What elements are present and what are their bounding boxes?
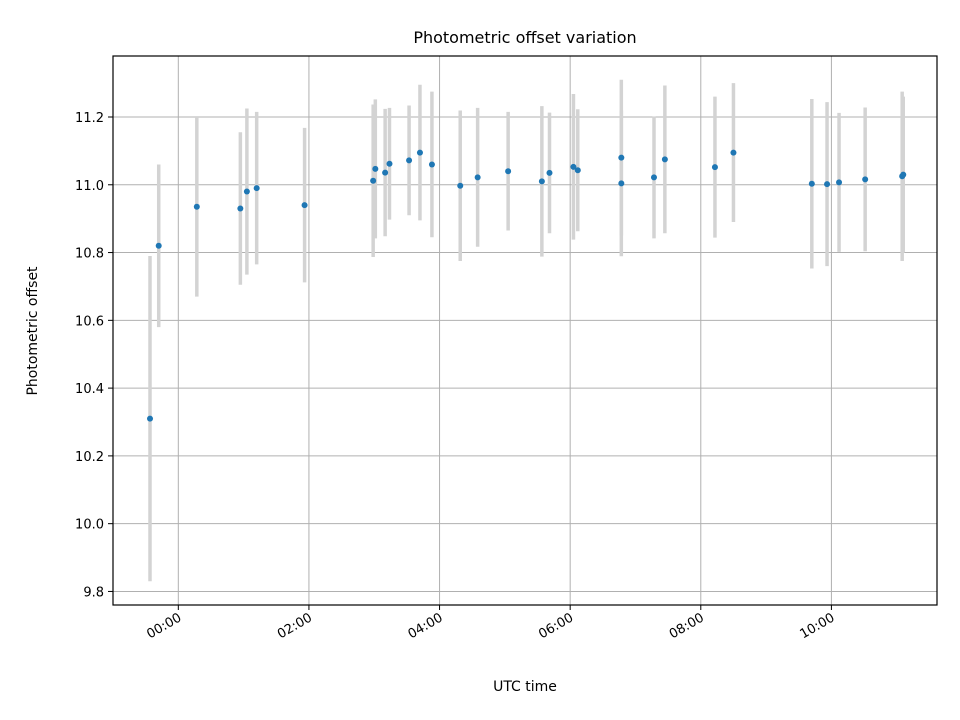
x-axis-label: UTC time	[493, 679, 557, 695]
y-axis-ticks: 9.8 10.0 10.2 10.4 10.6 10.8 11.0 11.2	[75, 111, 113, 600]
data-point	[386, 160, 393, 167]
data-points	[147, 149, 907, 422]
data-point	[416, 149, 423, 156]
plot-frame	[112, 55, 938, 606]
y-axis-label: Photometric offset	[25, 266, 41, 396]
x-tick-label: 06:00	[536, 610, 576, 642]
data-point	[505, 168, 512, 175]
data-point	[243, 188, 250, 195]
y-tick-label: 11.0	[75, 179, 104, 194]
grid-lines	[113, 56, 937, 605]
data-point	[570, 163, 577, 170]
data-point	[237, 205, 244, 212]
data-point	[147, 415, 154, 422]
data-point	[193, 203, 200, 210]
y-tick-label: 10.0	[75, 518, 104, 533]
data-point	[574, 167, 581, 174]
x-tick-label: 08:00	[667, 610, 707, 642]
y-tick-label: 10.8	[75, 247, 104, 262]
x-axis-ticks: 00:00 02:00 04:00 06:00 08:00 10:00	[144, 605, 837, 642]
y-tick-label: 9.8	[83, 585, 104, 600]
data-point	[661, 156, 668, 163]
data-point	[428, 161, 435, 168]
data-point	[650, 174, 657, 181]
data-point	[546, 169, 553, 176]
x-tick-label: 02:00	[275, 610, 315, 642]
y-tick-label: 11.2	[75, 111, 104, 126]
data-point	[862, 176, 869, 183]
x-tick-label: 10:00	[797, 610, 837, 642]
data-point	[538, 178, 545, 185]
data-point	[372, 165, 379, 172]
data-point	[474, 174, 481, 181]
data-point	[618, 180, 625, 187]
data-point	[457, 182, 464, 189]
y-tick-label: 10.2	[75, 450, 104, 465]
data-point	[618, 154, 625, 161]
data-point	[301, 202, 308, 209]
data-point	[900, 171, 907, 178]
y-tick-label: 10.6	[75, 314, 104, 329]
data-point	[730, 149, 737, 156]
data-point	[836, 179, 843, 186]
data-point	[808, 180, 815, 187]
data-point	[382, 169, 389, 176]
y-tick-label: 10.4	[75, 382, 104, 397]
data-point	[370, 177, 377, 184]
data-point	[711, 164, 718, 171]
x-tick-label: 00:00	[144, 610, 184, 642]
data-point	[406, 157, 413, 164]
x-tick-label: 04:00	[406, 610, 446, 642]
data-point	[155, 242, 162, 249]
error-bars	[148, 79, 906, 582]
data-point	[253, 185, 260, 192]
chart-title: Photometric offset variation	[413, 28, 636, 47]
data-point	[824, 181, 831, 188]
